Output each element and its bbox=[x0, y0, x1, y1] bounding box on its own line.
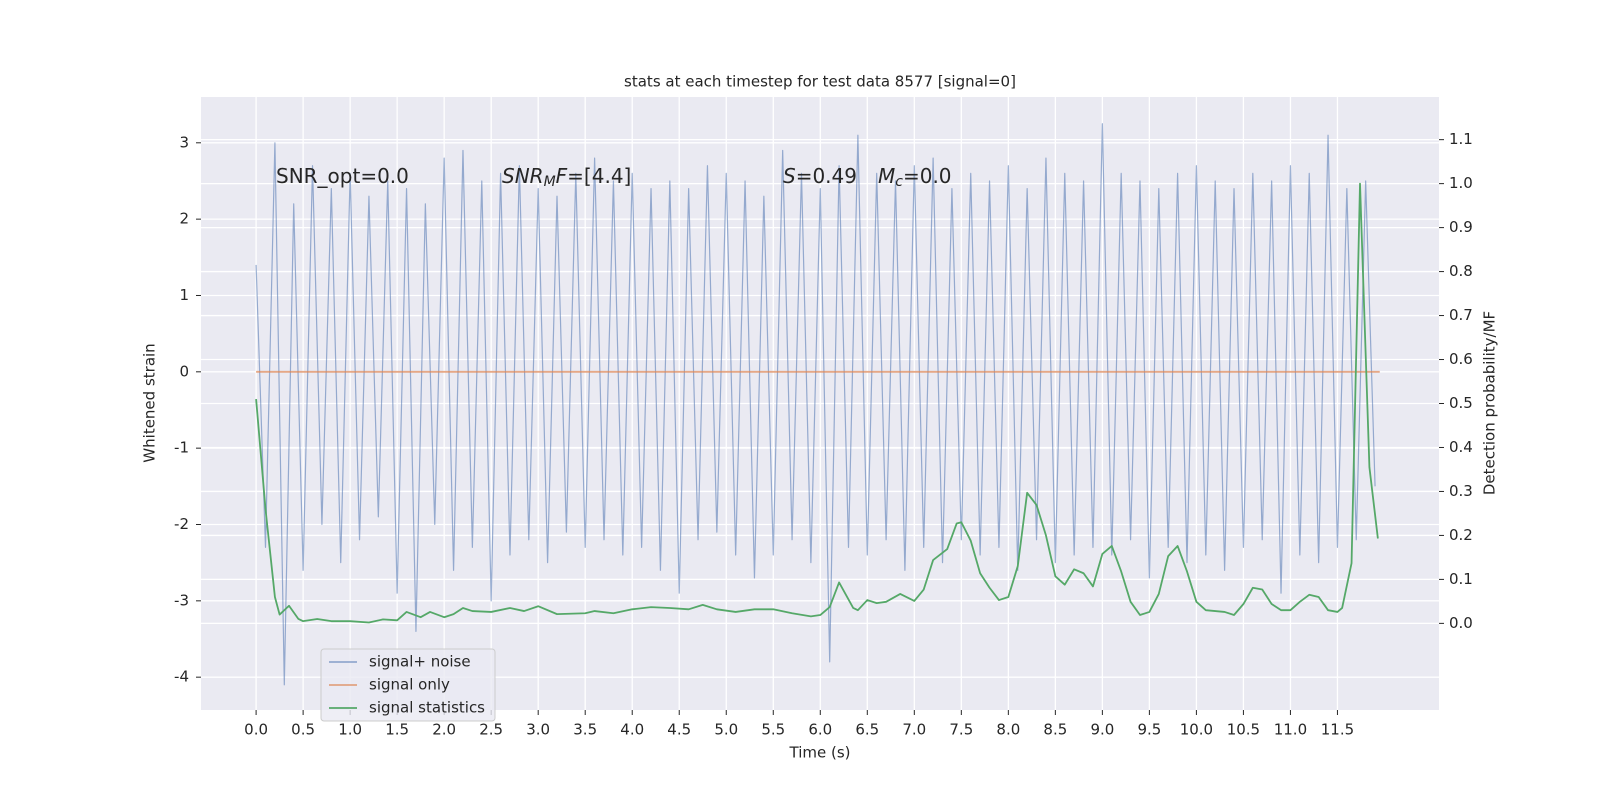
y2-tick-label: 0.1 bbox=[1449, 570, 1473, 588]
x-tick-label: 10.5 bbox=[1227, 721, 1260, 739]
x-tick-label: 11.0 bbox=[1274, 721, 1307, 739]
y-axis-label: Whitened strain bbox=[141, 343, 159, 462]
x-tick-label: 6.5 bbox=[855, 721, 879, 739]
annotation-part: =[4.4] bbox=[567, 164, 631, 188]
y-tick-label: -3 bbox=[174, 591, 189, 609]
annotation-part: F bbox=[556, 164, 568, 188]
y2-tick-label: 0.9 bbox=[1449, 218, 1473, 236]
x-tick-label: 6.0 bbox=[808, 721, 832, 739]
y-tick-label: -1 bbox=[174, 439, 189, 457]
x-tick-label: 8.5 bbox=[1043, 721, 1067, 739]
legend-label: signal+ noise bbox=[369, 653, 471, 671]
annotation: Mc=0.0 bbox=[878, 164, 952, 191]
x-tick-label: 8.0 bbox=[996, 721, 1020, 739]
annotation: SNR_opt=0.0 bbox=[276, 164, 409, 188]
x-tick-label: 2.0 bbox=[432, 721, 456, 739]
y-tick-label: -2 bbox=[174, 515, 189, 533]
x-tick-label: 1.0 bbox=[338, 721, 362, 739]
x-tick-label: 1.5 bbox=[385, 721, 409, 739]
y2-tick-label: 1.0 bbox=[1449, 174, 1473, 192]
legend-box bbox=[320, 648, 496, 722]
y-tick-label: 2 bbox=[179, 210, 189, 228]
x-tick-label: 10.0 bbox=[1180, 721, 1213, 739]
y-tick-label: 3 bbox=[179, 133, 189, 151]
x-tick-label: 4.5 bbox=[667, 721, 691, 739]
annotation-part: M bbox=[544, 174, 556, 190]
x-tick-label: 7.5 bbox=[949, 721, 973, 739]
y2-tick-label: 0.3 bbox=[1449, 482, 1473, 500]
annotation-part: =0.0 bbox=[903, 164, 952, 188]
y-tick-label: 0 bbox=[179, 362, 189, 380]
y2-tick-label: 0.5 bbox=[1449, 394, 1473, 412]
y2-tick-label: 0.8 bbox=[1449, 262, 1473, 280]
y2-tick-label: 0.6 bbox=[1449, 350, 1473, 368]
y-tick-label: -4 bbox=[174, 668, 189, 686]
y2-axis-label: Detection probability/MF bbox=[1481, 311, 1499, 495]
annotation-part: M bbox=[878, 164, 895, 188]
x-tick-label: 3.5 bbox=[573, 721, 597, 739]
annotation-part: S bbox=[783, 164, 796, 188]
y2-tick-label: 0.7 bbox=[1449, 306, 1473, 324]
x-tick-label: 5.5 bbox=[761, 721, 785, 739]
series-line bbox=[255, 123, 1376, 686]
x-tick-label: 0.0 bbox=[244, 721, 268, 739]
annotation-part: SNR_opt=0.0 bbox=[276, 164, 409, 188]
annotation-part: c bbox=[895, 174, 903, 190]
x-tick-label: 9.5 bbox=[1137, 721, 1161, 739]
y2-tick-label: 0.4 bbox=[1449, 438, 1473, 456]
y2-tick-label: 0.0 bbox=[1449, 614, 1473, 632]
annotation: S=0.49 bbox=[783, 164, 857, 188]
y2-tick-label: 0.2 bbox=[1449, 526, 1473, 544]
x-tick-label: 7.0 bbox=[902, 721, 926, 739]
annotation: SNRMF=[4.4] bbox=[502, 164, 631, 191]
x-tick-label: 0.5 bbox=[291, 721, 315, 739]
x-tick-label: 5.0 bbox=[714, 721, 738, 739]
annotation-part: =0.49 bbox=[796, 164, 857, 188]
x-axis-label: Time (s) bbox=[789, 744, 851, 762]
y2-tick-label: 1.1 bbox=[1449, 130, 1473, 148]
annotation-part: SNR bbox=[502, 164, 544, 188]
x-tick-label: 2.5 bbox=[479, 721, 503, 739]
x-tick-label: 11.5 bbox=[1321, 721, 1354, 739]
x-tick-label: 9.0 bbox=[1090, 721, 1114, 739]
legend-label: signal statistics bbox=[369, 699, 485, 717]
legend-label: signal only bbox=[369, 676, 450, 694]
y-tick-label: 1 bbox=[179, 286, 189, 304]
x-tick-label: 4.0 bbox=[620, 721, 644, 739]
series-line bbox=[255, 182, 1379, 624]
x-tick-label: 3.0 bbox=[526, 721, 550, 739]
chart-title: stats at each timestep for test data 857… bbox=[624, 73, 1016, 91]
